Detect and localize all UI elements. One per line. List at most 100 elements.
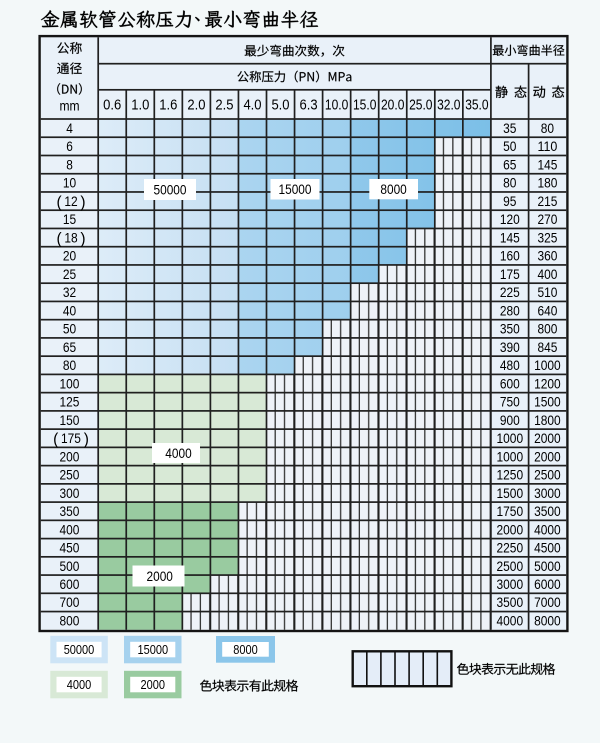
svg-text:640: 640 <box>537 302 557 318</box>
svg-text:2.0: 2.0 <box>187 98 205 114</box>
svg-text:15: 15 <box>63 211 77 227</box>
svg-text:1500: 1500 <box>497 485 524 501</box>
svg-text:(: ( <box>57 231 63 248</box>
svg-text:150: 150 <box>60 412 80 428</box>
svg-text:600: 600 <box>60 576 80 592</box>
svg-text:180: 180 <box>537 175 557 191</box>
svg-text:500: 500 <box>60 558 80 574</box>
svg-text:800: 800 <box>537 321 557 337</box>
svg-text:10: 10 <box>63 175 77 191</box>
svg-text:3500: 3500 <box>497 594 524 610</box>
svg-text:): ) <box>80 194 85 211</box>
svg-text:8000: 8000 <box>233 642 258 657</box>
svg-text:4000: 4000 <box>165 446 192 461</box>
svg-text:5.0: 5.0 <box>271 98 289 114</box>
svg-text:7000: 7000 <box>534 594 561 610</box>
svg-text:(: ( <box>53 431 59 448</box>
svg-text:15000: 15000 <box>138 642 169 657</box>
svg-text:280: 280 <box>500 302 520 318</box>
svg-text:160: 160 <box>500 248 520 264</box>
svg-text:15.0: 15.0 <box>353 98 376 114</box>
svg-text:800: 800 <box>60 613 80 629</box>
svg-text:6.3: 6.3 <box>300 98 318 114</box>
svg-text:18: 18 <box>64 229 78 245</box>
svg-text:50: 50 <box>63 321 77 337</box>
svg-text:2000: 2000 <box>147 569 174 584</box>
svg-text:32.0: 32.0 <box>437 98 460 114</box>
svg-text:1000: 1000 <box>497 430 524 446</box>
svg-text:2000: 2000 <box>141 677 166 692</box>
svg-text:110: 110 <box>537 138 557 154</box>
svg-text:3500: 3500 <box>534 503 561 519</box>
svg-text:350: 350 <box>500 321 520 337</box>
svg-text:325: 325 <box>537 229 557 245</box>
svg-text:8000: 8000 <box>380 182 407 197</box>
svg-text:145: 145 <box>537 156 557 172</box>
svg-text:4000: 4000 <box>497 613 524 629</box>
svg-text:1000: 1000 <box>534 357 561 373</box>
svg-text:(: ( <box>57 194 63 211</box>
svg-text:35: 35 <box>503 120 517 136</box>
svg-text:6000: 6000 <box>534 576 561 592</box>
svg-text:1250: 1250 <box>497 467 524 483</box>
svg-text:12: 12 <box>64 193 78 209</box>
svg-text:25: 25 <box>63 266 77 282</box>
svg-text:270: 270 <box>537 211 557 227</box>
svg-text:1.6: 1.6 <box>159 98 177 114</box>
svg-text:450: 450 <box>60 540 80 556</box>
svg-text:5000: 5000 <box>534 558 561 574</box>
svg-text:40: 40 <box>63 302 77 318</box>
svg-text:32: 32 <box>63 284 77 300</box>
svg-text:1.0: 1.0 <box>131 98 149 114</box>
svg-text:1750: 1750 <box>497 503 524 519</box>
svg-text:700: 700 <box>60 594 80 610</box>
svg-text:400: 400 <box>537 266 557 282</box>
svg-text:175: 175 <box>61 430 81 446</box>
svg-text:100: 100 <box>60 375 80 391</box>
svg-text:80: 80 <box>541 120 555 136</box>
svg-text:175: 175 <box>500 266 520 282</box>
svg-text:1000: 1000 <box>497 448 524 464</box>
svg-text:250: 250 <box>60 467 80 483</box>
svg-text:2250: 2250 <box>497 540 524 556</box>
svg-text:480: 480 <box>500 357 520 373</box>
svg-text:1200: 1200 <box>534 375 561 391</box>
svg-text:215: 215 <box>537 193 557 209</box>
svg-text:): ) <box>84 431 89 448</box>
svg-text:95: 95 <box>503 193 517 209</box>
svg-text:65: 65 <box>63 339 77 355</box>
svg-text:1500: 1500 <box>534 394 561 410</box>
svg-text:510: 510 <box>537 284 557 300</box>
svg-text:0.6: 0.6 <box>103 98 121 114</box>
svg-text:845: 845 <box>537 339 557 355</box>
svg-text:10.0: 10.0 <box>325 98 348 114</box>
svg-text:1800: 1800 <box>534 412 561 428</box>
svg-text:20: 20 <box>63 248 77 264</box>
svg-text:750: 750 <box>500 394 520 410</box>
svg-text:390: 390 <box>500 339 520 355</box>
svg-text:2000: 2000 <box>497 521 524 537</box>
svg-text:6: 6 <box>66 138 73 154</box>
svg-text:): ) <box>80 231 85 248</box>
svg-text:120: 120 <box>500 211 520 227</box>
svg-text:8: 8 <box>66 156 73 172</box>
svg-text:225: 225 <box>500 284 520 300</box>
svg-text:50000: 50000 <box>64 642 95 657</box>
svg-text:4000: 4000 <box>67 677 92 692</box>
svg-text:145: 145 <box>500 229 520 245</box>
svg-text:20.0: 20.0 <box>381 98 404 114</box>
svg-text:80: 80 <box>63 357 77 373</box>
svg-text:50: 50 <box>503 138 517 154</box>
svg-text:4000: 4000 <box>534 521 561 537</box>
svg-text:mm: mm <box>59 97 79 113</box>
svg-text:4500: 4500 <box>534 540 561 556</box>
svg-text:900: 900 <box>500 412 520 428</box>
svg-text:2500: 2500 <box>497 558 524 574</box>
svg-text:400: 400 <box>60 521 80 537</box>
svg-text:125: 125 <box>60 394 80 410</box>
svg-text:200: 200 <box>60 448 80 464</box>
svg-text:300: 300 <box>60 485 80 501</box>
svg-text:65: 65 <box>503 156 517 172</box>
svg-text:2000: 2000 <box>534 448 561 464</box>
svg-text:15000: 15000 <box>279 182 312 197</box>
